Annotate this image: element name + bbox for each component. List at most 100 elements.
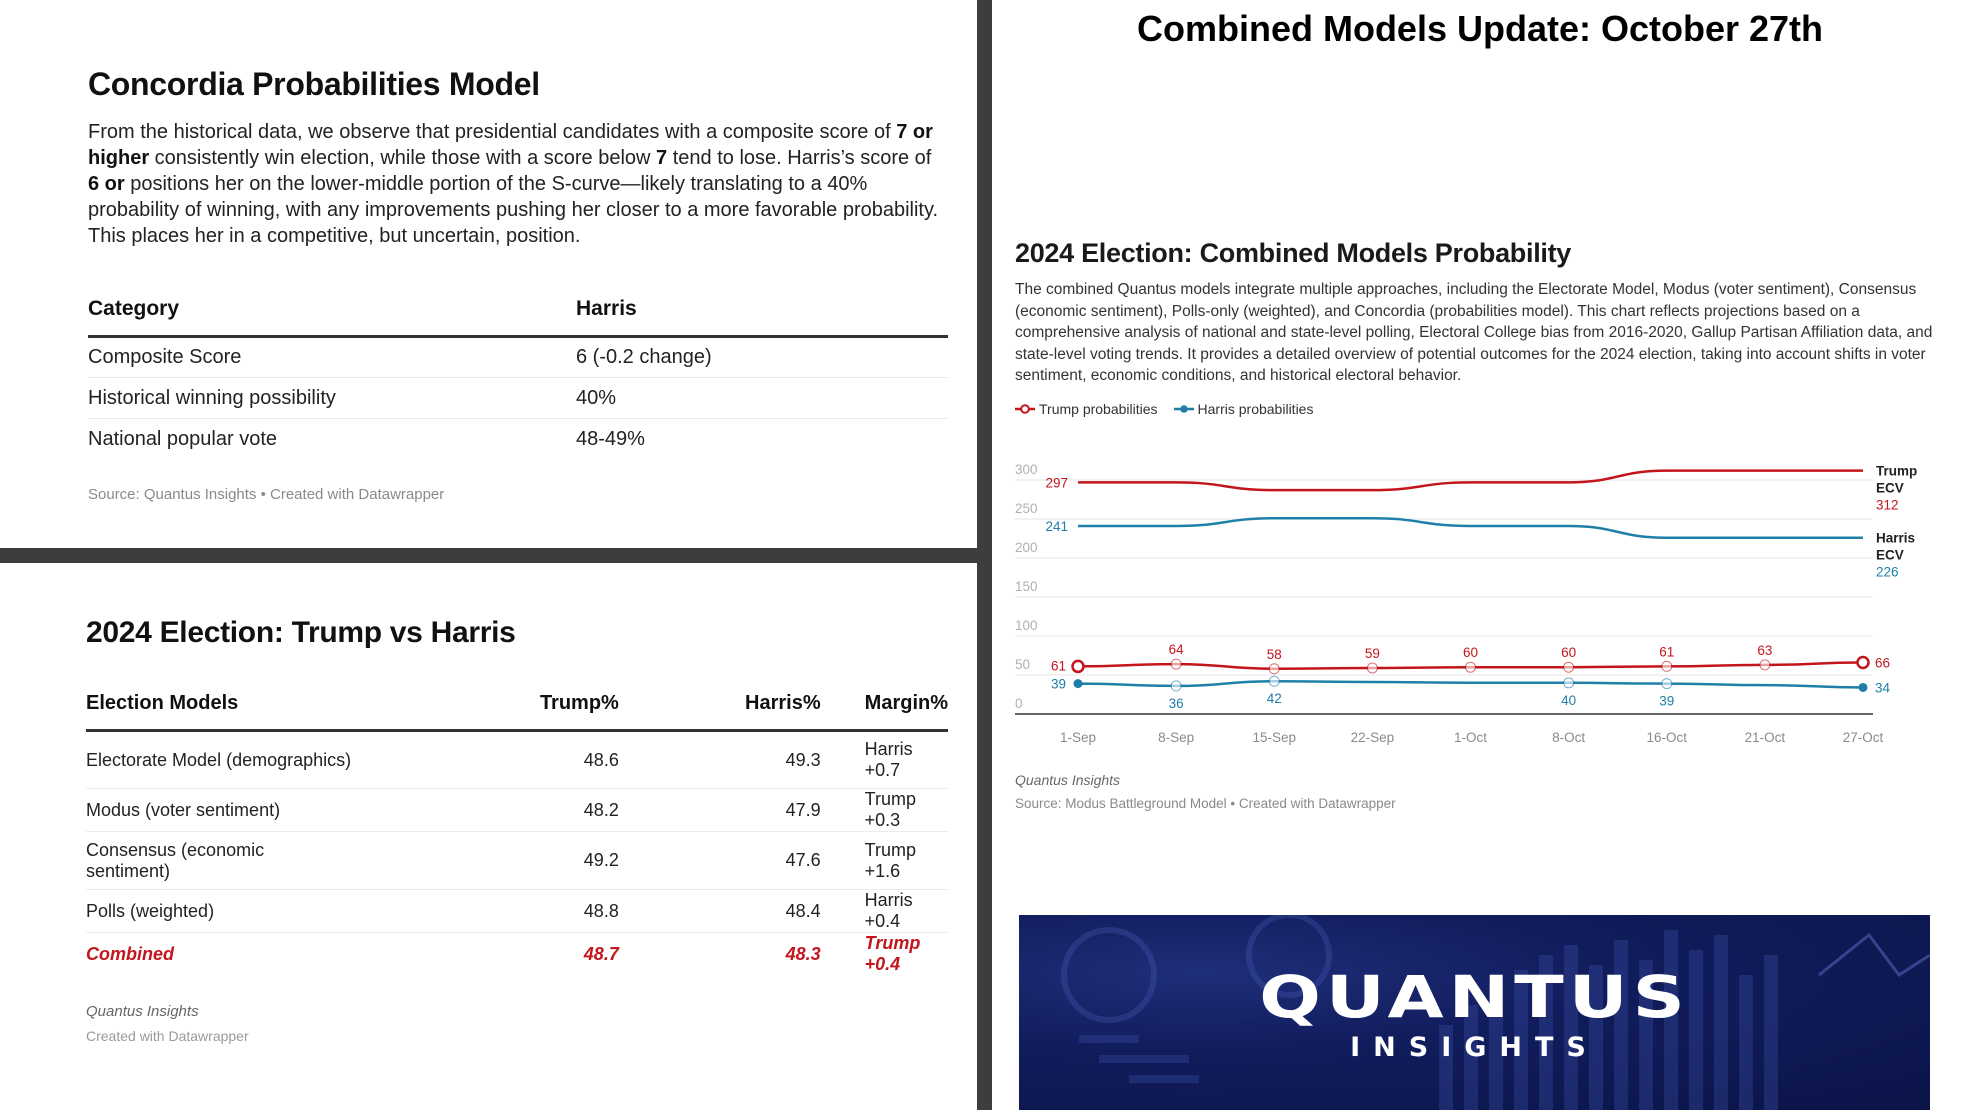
legend-label: Trump probabilities [1039,400,1158,417]
trump-value: 49.2 [432,831,619,890]
chart-title: 2024 Election: Combined Models Probabili… [1015,238,1572,268]
description-text: positions her on the lower-middle portio… [88,173,939,247]
probability-chart-panel: 2024 Election: Combined Models Probabili… [1015,238,1945,417]
table-row: Consensus (economic sentiment) 49.2 47.6… [86,831,948,890]
column-header-harris: Harris% [618,692,821,732]
harris-probability-label: 39 [1659,694,1674,709]
legend-item-harris: Harris probabilities [1173,400,1314,417]
harris-ecv-end-value: 226 [1876,565,1899,580]
main-title: Combined Models Update: October 27th [1136,8,1824,49]
table-row: Polls (weighted) 48.8 48.4 Harris +0.4 [86,889,948,933]
model-name: Polls (weighted) [86,889,433,933]
chart-footer: Quantus Insights Source: Modus Battlegro… [1015,772,1396,811]
concordia-footer: Source: Quantus Insights • Created with … [88,485,445,503]
column-header-margin: Margin% [820,692,948,732]
trump-probability-point [1366,662,1378,674]
model-name: Consensus (economic sentiment) [86,831,433,890]
concordia-description: From the historical data, we observe tha… [88,119,948,249]
row-label: National popular vote [88,427,278,450]
trump-probability-point [1661,660,1673,672]
margin-value: Harris +0.7 [820,730,948,789]
trump-probability-point [1563,661,1575,673]
trump-probability-label: 59 [1365,646,1380,661]
table-row: National popular vote 48-49% [88,419,948,460]
trump-probability-point [1465,661,1476,673]
panel-divider-vertical [977,0,992,1110]
y-tick-label: 200 [1015,540,1038,555]
emphasis-text: 6 or [88,173,125,195]
harris-value: 48.3 [785,943,821,964]
y-tick-label: 300 [1015,462,1038,477]
emphasis-text: 7 [656,147,668,169]
margin-value: Trump +0.3 [820,788,948,832]
trump-probability-point [1759,659,1771,671]
column-header-category: Category [88,297,576,338]
background-chart-pattern-icon [1061,915,1930,1110]
models-footer-credit: Created with Datawrapper [86,1028,249,1044]
x-tick-label: 27-Oct [1843,730,1884,745]
trump-ecv-line [1078,469,1863,492]
trump-probability-point [1170,658,1182,670]
trump-ecv-end-value: 312 [1876,498,1899,513]
concordia-table: Category Harris Composite Score 6 (-0.2 … [88,297,948,460]
legend-label: Harris probabilities [1197,400,1314,417]
trump-ecv-start-label: 297 [1045,475,1068,490]
models-title: 2024 Election: Trump vs Harris [86,616,516,649]
concordia-panel: Concordia Probabilities Model From the h… [88,66,948,503]
trump-value: 48.2 [432,788,619,832]
models-panel: 2024 Election: Trump vs Harris Election … [86,616,948,1044]
harris-probability-label: 42 [1267,691,1282,706]
trump-value: 48.8 [432,889,619,933]
harris-probability-label: 39 [1051,677,1066,692]
brand-subtitle: INSIGHTS [1350,1032,1599,1063]
legend-marker-open-circle-icon [1015,403,1035,414]
models-footer-author: Quantus Insights [86,1003,199,1020]
model-name: Modus (voter sentiment) [86,788,433,832]
chart-footer-source: Source: Modus Battleground Model • Creat… [1015,796,1396,811]
y-tick-label: 150 [1015,579,1038,594]
description-text: tend to lose. Harris’s score of [667,147,932,169]
trump-ecv-end-label: Trump [1876,464,1917,479]
trump-probability-point [1856,655,1870,670]
x-tick-label: 8-Sep [1158,730,1194,745]
harris-probability-point [1268,675,1280,687]
y-tick-label: 100 [1015,618,1038,633]
row-label: Historical winning possibility [88,377,576,419]
chart-legend: Trump probabilities Harris probabilities [1015,401,1945,417]
harris-probability-point [1858,682,1868,692]
trump-probability-label: 63 [1757,643,1772,658]
table-row-combined: Combined 48.7 48.3 Trump +0.4 [86,933,948,976]
x-tick-label: 1-Sep [1060,730,1096,745]
harris-value: 47.9 [618,788,821,832]
row-value: 48-49% [576,427,645,450]
y-tick-label: 50 [1015,657,1030,672]
x-tick-label: 8-Oct [1552,730,1585,745]
harris-probability-point [1563,677,1575,689]
trump-probability-point [1268,663,1280,675]
trump-probability-label: 61 [1051,658,1066,673]
trump-value: 48.7 [583,943,619,964]
trump-probability-label: 60 [1463,645,1478,660]
emphasis-text: 7 or higher [88,121,933,169]
legend-item-trump: Trump probabilities [1015,401,1158,417]
column-header-harris: Harris [576,297,948,338]
y-tick-label: 250 [1015,501,1038,516]
harris-probability-point [1170,680,1182,692]
chart-footer-author: Quantus Insights [1015,772,1121,788]
harris-value: 47.6 [618,831,821,890]
row-value: 6 (-0.2 change) [576,336,948,378]
x-tick-label: 21-Oct [1745,730,1786,745]
legend-marker-filled-circle-icon [1173,404,1194,413]
trump-probability-label: 61 [1659,644,1674,659]
trump-probability-point [1071,659,1085,674]
harris-ecv-start-label: 241 [1045,519,1068,534]
harris-ecv-line [1078,516,1864,539]
description-text: From the historical data, we observe tha… [88,121,897,143]
harris-probability-point [1073,679,1083,689]
harris-probabilities-line [1077,679,1864,689]
description-text: consistently win election, while those w… [149,147,657,169]
table-row: Electorate Model (demographics) 48.6 49.… [86,730,948,789]
models-table: Election Models Trump% Harris% Margin% E… [86,692,948,975]
quantus-insights-banner: QUANTUS INSIGHTS [1019,915,1930,1110]
